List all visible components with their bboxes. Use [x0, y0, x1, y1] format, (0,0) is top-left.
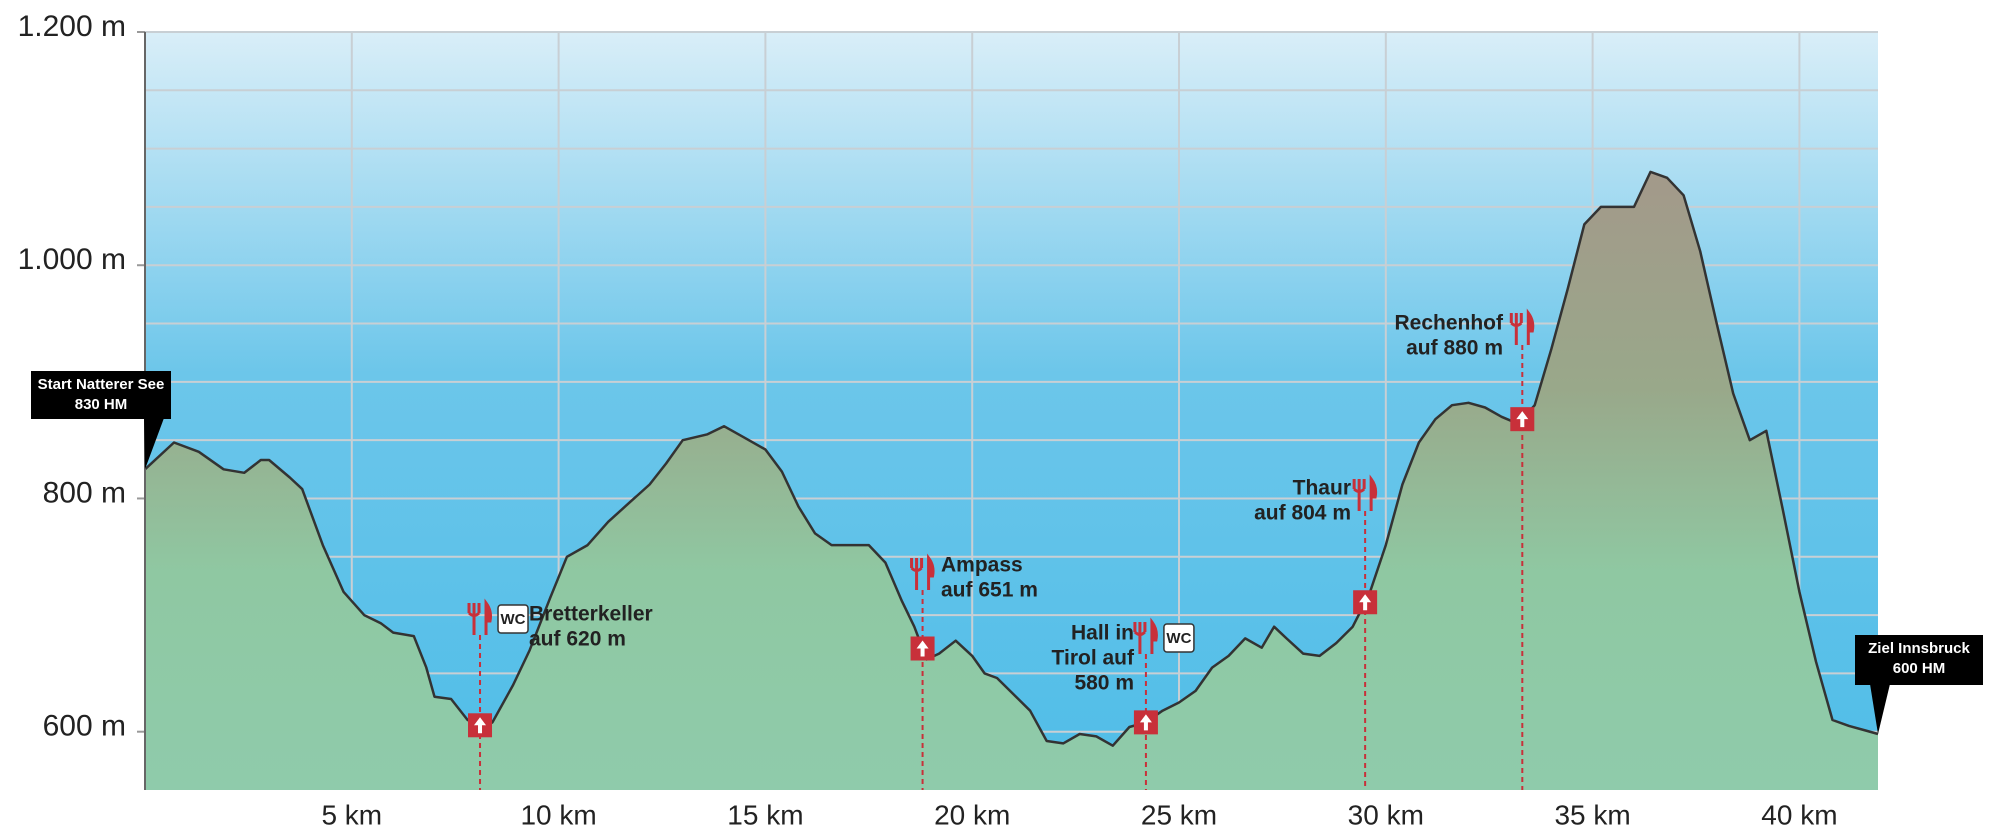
start-pointer: [144, 418, 164, 470]
x-tick-label: 35 km: [1554, 799, 1630, 830]
marker-arrow: [1516, 411, 1529, 428]
station-label: Bretterkeller: [529, 603, 653, 626]
knife-icon: [1369, 474, 1378, 511]
end-pointer: [1870, 684, 1890, 735]
knife-icon: [1150, 617, 1158, 654]
wc-label: WC: [501, 611, 526, 628]
y-tick-label: 1.200 m: [18, 10, 126, 43]
fork-icon: [467, 603, 481, 635]
y-tick-label: 1.000 m: [18, 243, 126, 276]
station-label: Ampass: [941, 554, 1023, 577]
marker-arrow: [474, 717, 487, 734]
profile-line: [144, 170, 1879, 747]
marker-arrow: [916, 640, 929, 657]
x-tick-label: 10 km: [520, 799, 596, 830]
x-tick-label: 40 km: [1761, 799, 1837, 830]
knife-icon: [484, 598, 493, 635]
end-label: Ziel Innsbruck: [1868, 640, 1970, 657]
fork-icon: [1133, 622, 1147, 654]
station-label: auf 620 m: [529, 628, 626, 651]
station-label: Tirol auf: [1052, 647, 1135, 670]
station-label: 580 m: [1074, 672, 1134, 695]
x-tick-label: 15 km: [727, 799, 803, 830]
wc-box: [1163, 623, 1195, 653]
fork-icon: [1509, 313, 1523, 345]
end-label: 600 HM: [1893, 660, 1946, 677]
start-label: Start Natterer See: [38, 376, 165, 393]
x-tick-label: 30 km: [1348, 799, 1424, 830]
marker-arrow: [1139, 714, 1152, 731]
station-label: auf 804 m: [1254, 502, 1351, 525]
x-tick-label: 5 km: [321, 799, 382, 830]
fork-icon: [910, 558, 924, 590]
wc-box: [497, 604, 529, 634]
station-label: Hall in: [1071, 622, 1134, 645]
station-label: Rechenhof: [1394, 312, 1504, 335]
start-box: [31, 371, 171, 419]
y-tick-label: 800 m: [43, 476, 126, 509]
station-label: auf 880 m: [1406, 337, 1503, 360]
station-label: auf 651 m: [941, 579, 1038, 602]
wc-label: WC: [1166, 630, 1191, 647]
station-label: Thaur: [1293, 477, 1351, 500]
x-tick-label: 20 km: [934, 799, 1010, 830]
start-label: 830 HM: [75, 396, 128, 413]
marker-arrow: [1359, 594, 1372, 611]
profile-area: [145, 171, 1878, 790]
fork-icon: [1352, 479, 1366, 511]
x-tick-label: 25 km: [1141, 799, 1217, 830]
knife-icon: [927, 553, 935, 590]
y-tick-label: 600 m: [43, 710, 126, 743]
knife-icon: [1526, 308, 1535, 345]
end-box: [1855, 635, 1983, 685]
